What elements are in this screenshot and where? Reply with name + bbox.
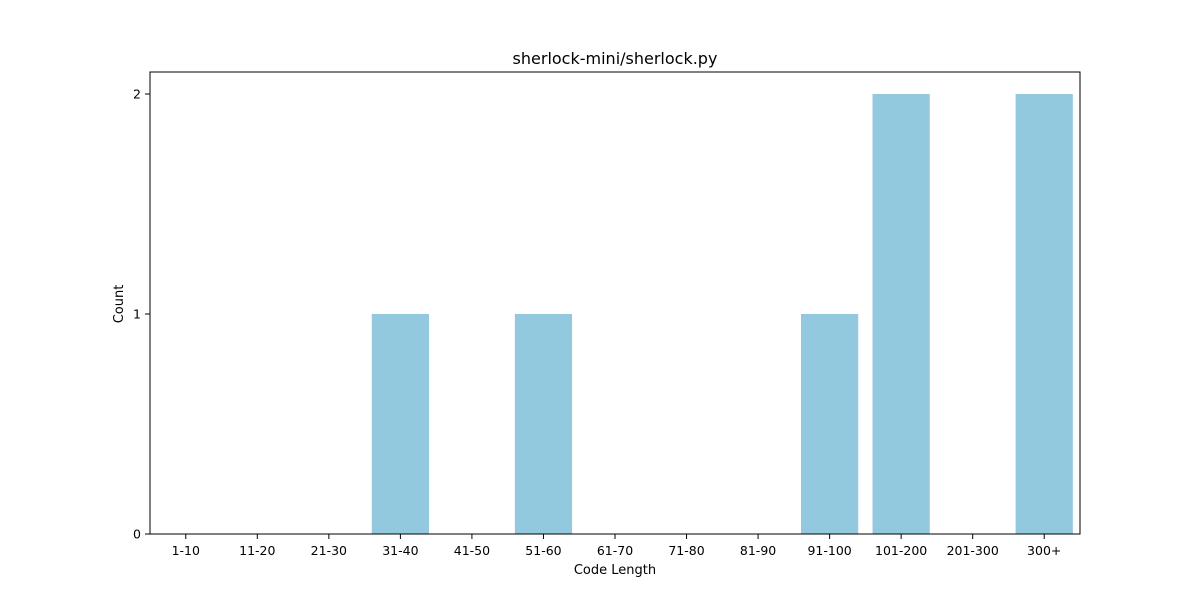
bar-300+ (1015, 94, 1073, 534)
x-tick-label: 21-30 (311, 543, 347, 558)
x-tick-label: 91-100 (807, 543, 851, 558)
y-tick-label: 0 (133, 527, 141, 542)
chart-title: sherlock-mini/sherlock.py (513, 49, 718, 68)
bars (371, 94, 1073, 534)
bar-31-40 (371, 314, 429, 534)
x-tick-label: 61-70 (597, 543, 633, 558)
x-tick-label: 1-10 (172, 543, 200, 558)
x-tick-label: 51-60 (525, 543, 561, 558)
y-axis: 0 1 2 (133, 87, 150, 542)
x-tick-label: 41-50 (454, 543, 490, 558)
x-tick-label: 31-40 (382, 543, 418, 558)
x-axis: 1-10 11-20 21-30 31-40 41-50 51-60 61-70 71-80 8… (172, 534, 1061, 558)
x-tick-label: 101-200 (875, 543, 927, 558)
x-tick-label: 201-300 (947, 543, 999, 558)
x-tick-label: 300+ (1027, 543, 1061, 558)
x-tick-label: 71-80 (668, 543, 704, 558)
y-axis-label: Count (112, 285, 127, 324)
x-tick-label: 11-20 (239, 543, 275, 558)
bar-51-60 (514, 314, 573, 534)
y-tick-label: 2 (133, 87, 141, 102)
bar-91-100 (801, 314, 859, 534)
y-tick-label: 1 (133, 307, 141, 322)
bar-101-200 (872, 94, 930, 534)
x-axis-label: Code Length (574, 563, 656, 578)
plot-frame (149, 71, 1081, 535)
x-tick-label: 81-90 (740, 543, 776, 558)
